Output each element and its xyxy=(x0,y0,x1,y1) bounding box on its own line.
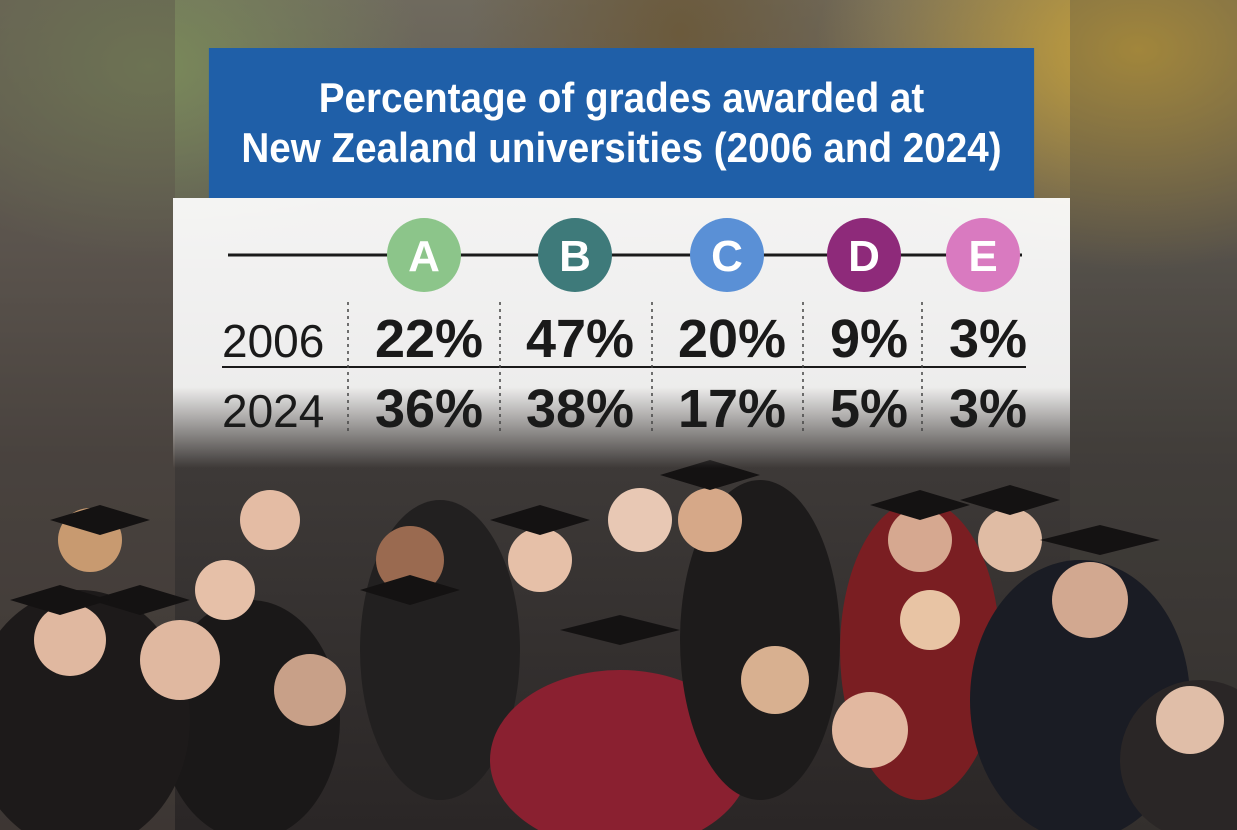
cell-2006-c: 20% xyxy=(678,309,786,369)
cell-2024-e: 3% xyxy=(949,379,1027,439)
year-label-2024: 2024 xyxy=(222,385,324,437)
chart-panel xyxy=(173,198,1070,468)
grade-circle-b xyxy=(538,218,612,292)
grade-label-c: C xyxy=(711,232,743,281)
cell-2024-b: 38% xyxy=(526,379,634,439)
cell-2006-d: 9% xyxy=(830,309,908,369)
grade-circle-a xyxy=(387,218,461,292)
chart-title-line-1: Percentage of grades awarded at xyxy=(318,74,925,121)
cell-2006-a: 22% xyxy=(375,309,483,369)
cell-2024-c: 17% xyxy=(678,379,786,439)
grade-label-e: E xyxy=(968,232,997,281)
chart-title-banner: Percentage of grades awarded at New Zeal… xyxy=(208,48,1035,198)
grade-label-b: B xyxy=(559,232,591,281)
grade-label-a: A xyxy=(408,232,440,281)
cell-2024-d: 5% xyxy=(830,379,908,439)
cell-2024-a: 36% xyxy=(375,379,483,439)
cell-2006-e: 3% xyxy=(949,309,1027,369)
grade-circle-c xyxy=(690,218,764,292)
chart-title-line-2: New Zealand universities (2006 and 2024) xyxy=(241,124,1002,171)
year-label-2006: 2006 xyxy=(222,315,324,367)
grade-label-d: D xyxy=(848,232,880,281)
grade-circle-e xyxy=(946,218,1020,292)
grade-circle-d xyxy=(827,218,901,292)
cell-2006-b: 47% xyxy=(526,309,634,369)
